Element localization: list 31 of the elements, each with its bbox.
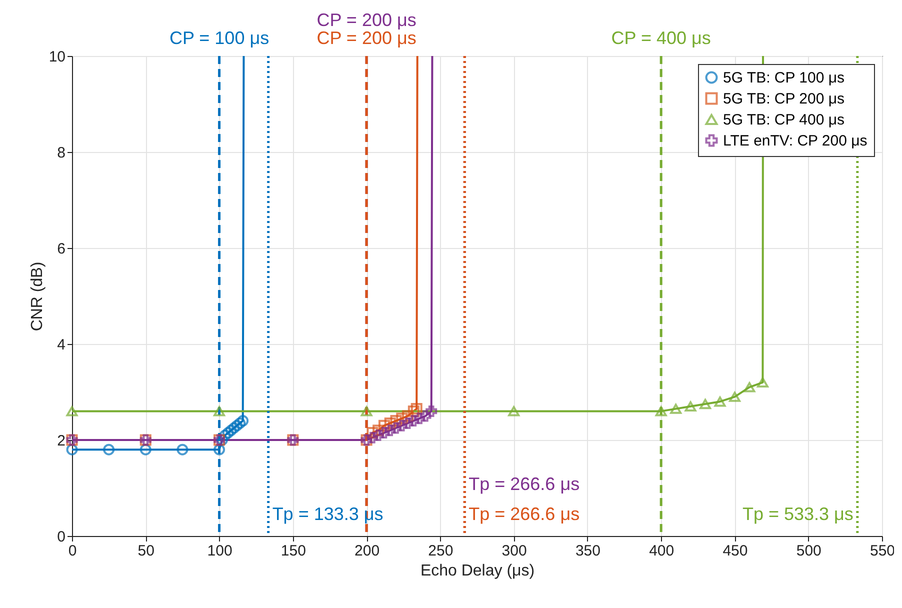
legend-label: 5G TB: CP 100 μs [723,70,844,86]
legend-label: LTE enTV: CP 200 μs [723,132,868,150]
x-tick-label: 50 [138,542,154,560]
ref-line-label: CP = 100 μs [169,28,270,48]
x-tick-label: 300 [502,542,527,560]
x-tick-label: 450 [722,542,748,560]
legend-label: 5G TB: CP 200 μs [723,90,844,108]
x-tick-label: 350 [575,542,600,560]
ref-line-label: CP = 200 μs [316,10,416,30]
y-tick-label: 10 [48,48,66,66]
y-tick-label: 6 [57,240,66,258]
y-tick-label: 0 [57,528,66,546]
x-tick-label: 150 [280,542,306,560]
ref-line-label: Tp = 266.6 μs [468,474,580,494]
ref-line-label: Tp = 533.3 μs [742,504,854,524]
y-tick-label: 8 [57,144,66,162]
ref-line-label: CP = 200 μs [316,28,416,48]
x-tick-label: 100 [207,542,232,560]
x-tick-label: 250 [428,542,454,560]
y-tick-label: 2 [57,432,66,450]
x-tick-label: 500 [796,542,822,560]
x-axis-title: Echo Delay (μs) [420,562,535,580]
x-tick-label: 0 [68,542,77,560]
x-tick-label: 400 [649,542,674,560]
ref-line-label: Tp = 133.3 μs [272,504,384,524]
ref-line-label: CP = 400 μs [611,28,711,48]
ref-line-label: Tp = 266.6 μs [468,504,580,524]
x-tick-label: 200 [354,542,380,560]
y-tick-label: 4 [57,336,66,354]
legend-label: 5G TB: CP 400 μs [723,112,844,128]
y-axis-title: CNR (dB) [28,262,46,332]
